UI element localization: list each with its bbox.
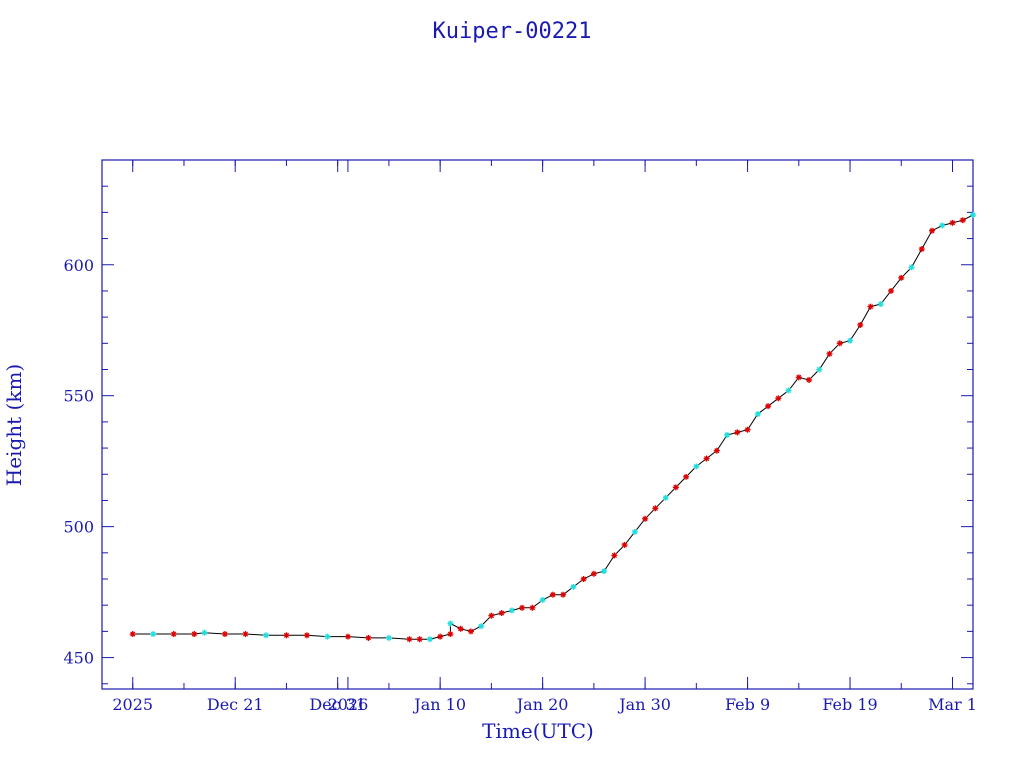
data-point-marker bbox=[877, 301, 884, 308]
chart-title: Kuiper-00221 bbox=[433, 19, 592, 44]
data-point-marker bbox=[703, 455, 710, 462]
axis-ticks bbox=[102, 159, 973, 689]
data-point-marker bbox=[713, 447, 720, 454]
data-point-marker bbox=[662, 494, 669, 501]
data-point-marker bbox=[898, 274, 905, 281]
data-point-marker bbox=[447, 620, 454, 627]
data-point-marker bbox=[549, 591, 556, 598]
data-point-marker bbox=[406, 636, 413, 643]
data-point-marker bbox=[385, 634, 392, 641]
x-tick-label: Feb 9 bbox=[725, 695, 770, 714]
data-point-marker bbox=[970, 211, 976, 218]
data-point-marker bbox=[888, 287, 895, 294]
y-tick-label: 500 bbox=[63, 518, 94, 537]
x-tick-label: Feb 19 bbox=[822, 695, 877, 714]
data-point-marker bbox=[847, 337, 854, 344]
data-point-marker bbox=[508, 607, 515, 614]
y-tick-label: 600 bbox=[63, 256, 94, 275]
data-point-marker bbox=[344, 633, 351, 640]
series-layer bbox=[129, 211, 976, 643]
y-tick-label: 550 bbox=[63, 387, 94, 406]
data-point-marker bbox=[467, 628, 474, 635]
data-point-marker bbox=[744, 426, 751, 433]
data-point-marker bbox=[836, 340, 843, 347]
data-point-marker bbox=[560, 591, 567, 598]
data-point-marker bbox=[498, 610, 505, 617]
data-point-marker bbox=[765, 403, 772, 410]
x-tick-label: Jan 30 bbox=[617, 695, 671, 714]
x-tick-label: Jan 10 bbox=[412, 695, 466, 714]
data-point-marker bbox=[262, 632, 269, 639]
data-point-marker bbox=[693, 463, 700, 470]
data-point-marker bbox=[150, 631, 157, 638]
data-point-marker bbox=[724, 431, 731, 438]
data-point-marker bbox=[734, 429, 741, 436]
data-point-marker bbox=[242, 631, 249, 638]
data-point-marker bbox=[611, 552, 618, 559]
data-point-marker bbox=[949, 219, 956, 226]
data-point-marker bbox=[580, 576, 587, 583]
x-tick-label: Dec 21 bbox=[207, 695, 264, 714]
data-point-marker bbox=[867, 303, 874, 310]
data-point-marker bbox=[170, 631, 177, 638]
data-point-marker bbox=[416, 636, 423, 643]
data-point-marker bbox=[324, 633, 331, 640]
data-point-marker bbox=[283, 632, 290, 639]
x-tick-label: Mar 1 bbox=[928, 695, 977, 714]
data-point-marker bbox=[365, 634, 372, 641]
data-point-marker bbox=[918, 246, 925, 253]
y-tick-label: 450 bbox=[63, 649, 94, 668]
series-line bbox=[132, 214, 974, 640]
data-point-marker bbox=[129, 631, 136, 638]
data-point-marker bbox=[754, 411, 761, 418]
data-point-marker bbox=[437, 633, 444, 640]
data-point-marker bbox=[488, 612, 495, 619]
data-point-marker bbox=[775, 395, 782, 402]
y-axis-label: Height (km) bbox=[2, 364, 26, 486]
data-point-marker bbox=[529, 604, 536, 611]
data-point-marker bbox=[447, 631, 454, 638]
data-point-marker bbox=[929, 227, 936, 234]
data-point-marker bbox=[621, 541, 628, 548]
data-point-marker bbox=[806, 376, 813, 383]
data-point-marker bbox=[457, 625, 464, 632]
data-point-marker bbox=[303, 632, 310, 639]
data-point-marker bbox=[191, 631, 198, 638]
data-point-marker bbox=[908, 264, 915, 271]
data-point-marker bbox=[478, 623, 485, 630]
data-point-marker bbox=[570, 583, 577, 590]
data-point-marker bbox=[539, 596, 546, 603]
data-point-marker bbox=[642, 515, 649, 522]
x-tick-label: Dec 31 bbox=[309, 695, 366, 714]
data-point-marker bbox=[816, 366, 823, 373]
data-point-marker bbox=[672, 484, 679, 491]
data-point-marker bbox=[959, 217, 966, 224]
data-point-marker bbox=[652, 505, 659, 512]
x-tick-label: 2025 bbox=[112, 695, 153, 714]
data-point-marker bbox=[683, 473, 690, 480]
data-point-marker bbox=[785, 387, 792, 394]
x-tick-label: 2026 bbox=[328, 695, 369, 714]
data-point-marker bbox=[795, 374, 802, 381]
data-point-marker bbox=[601, 568, 608, 575]
y-tick-labels: 450 500 550 600 bbox=[63, 256, 94, 668]
data-point-marker bbox=[590, 570, 597, 577]
data-point-marker bbox=[939, 222, 946, 229]
data-point-marker bbox=[857, 321, 864, 328]
data-point-marker bbox=[221, 631, 228, 638]
data-point-marker bbox=[201, 629, 208, 636]
data-point-marker bbox=[631, 528, 638, 535]
plot-frame bbox=[101, 159, 974, 690]
data-point-marker bbox=[826, 350, 833, 357]
x-tick-label: Jan 20 bbox=[515, 695, 569, 714]
x-axis-label: Time(UTC) bbox=[482, 719, 594, 743]
data-point-marker bbox=[426, 636, 433, 643]
data-point-marker bbox=[519, 604, 526, 611]
